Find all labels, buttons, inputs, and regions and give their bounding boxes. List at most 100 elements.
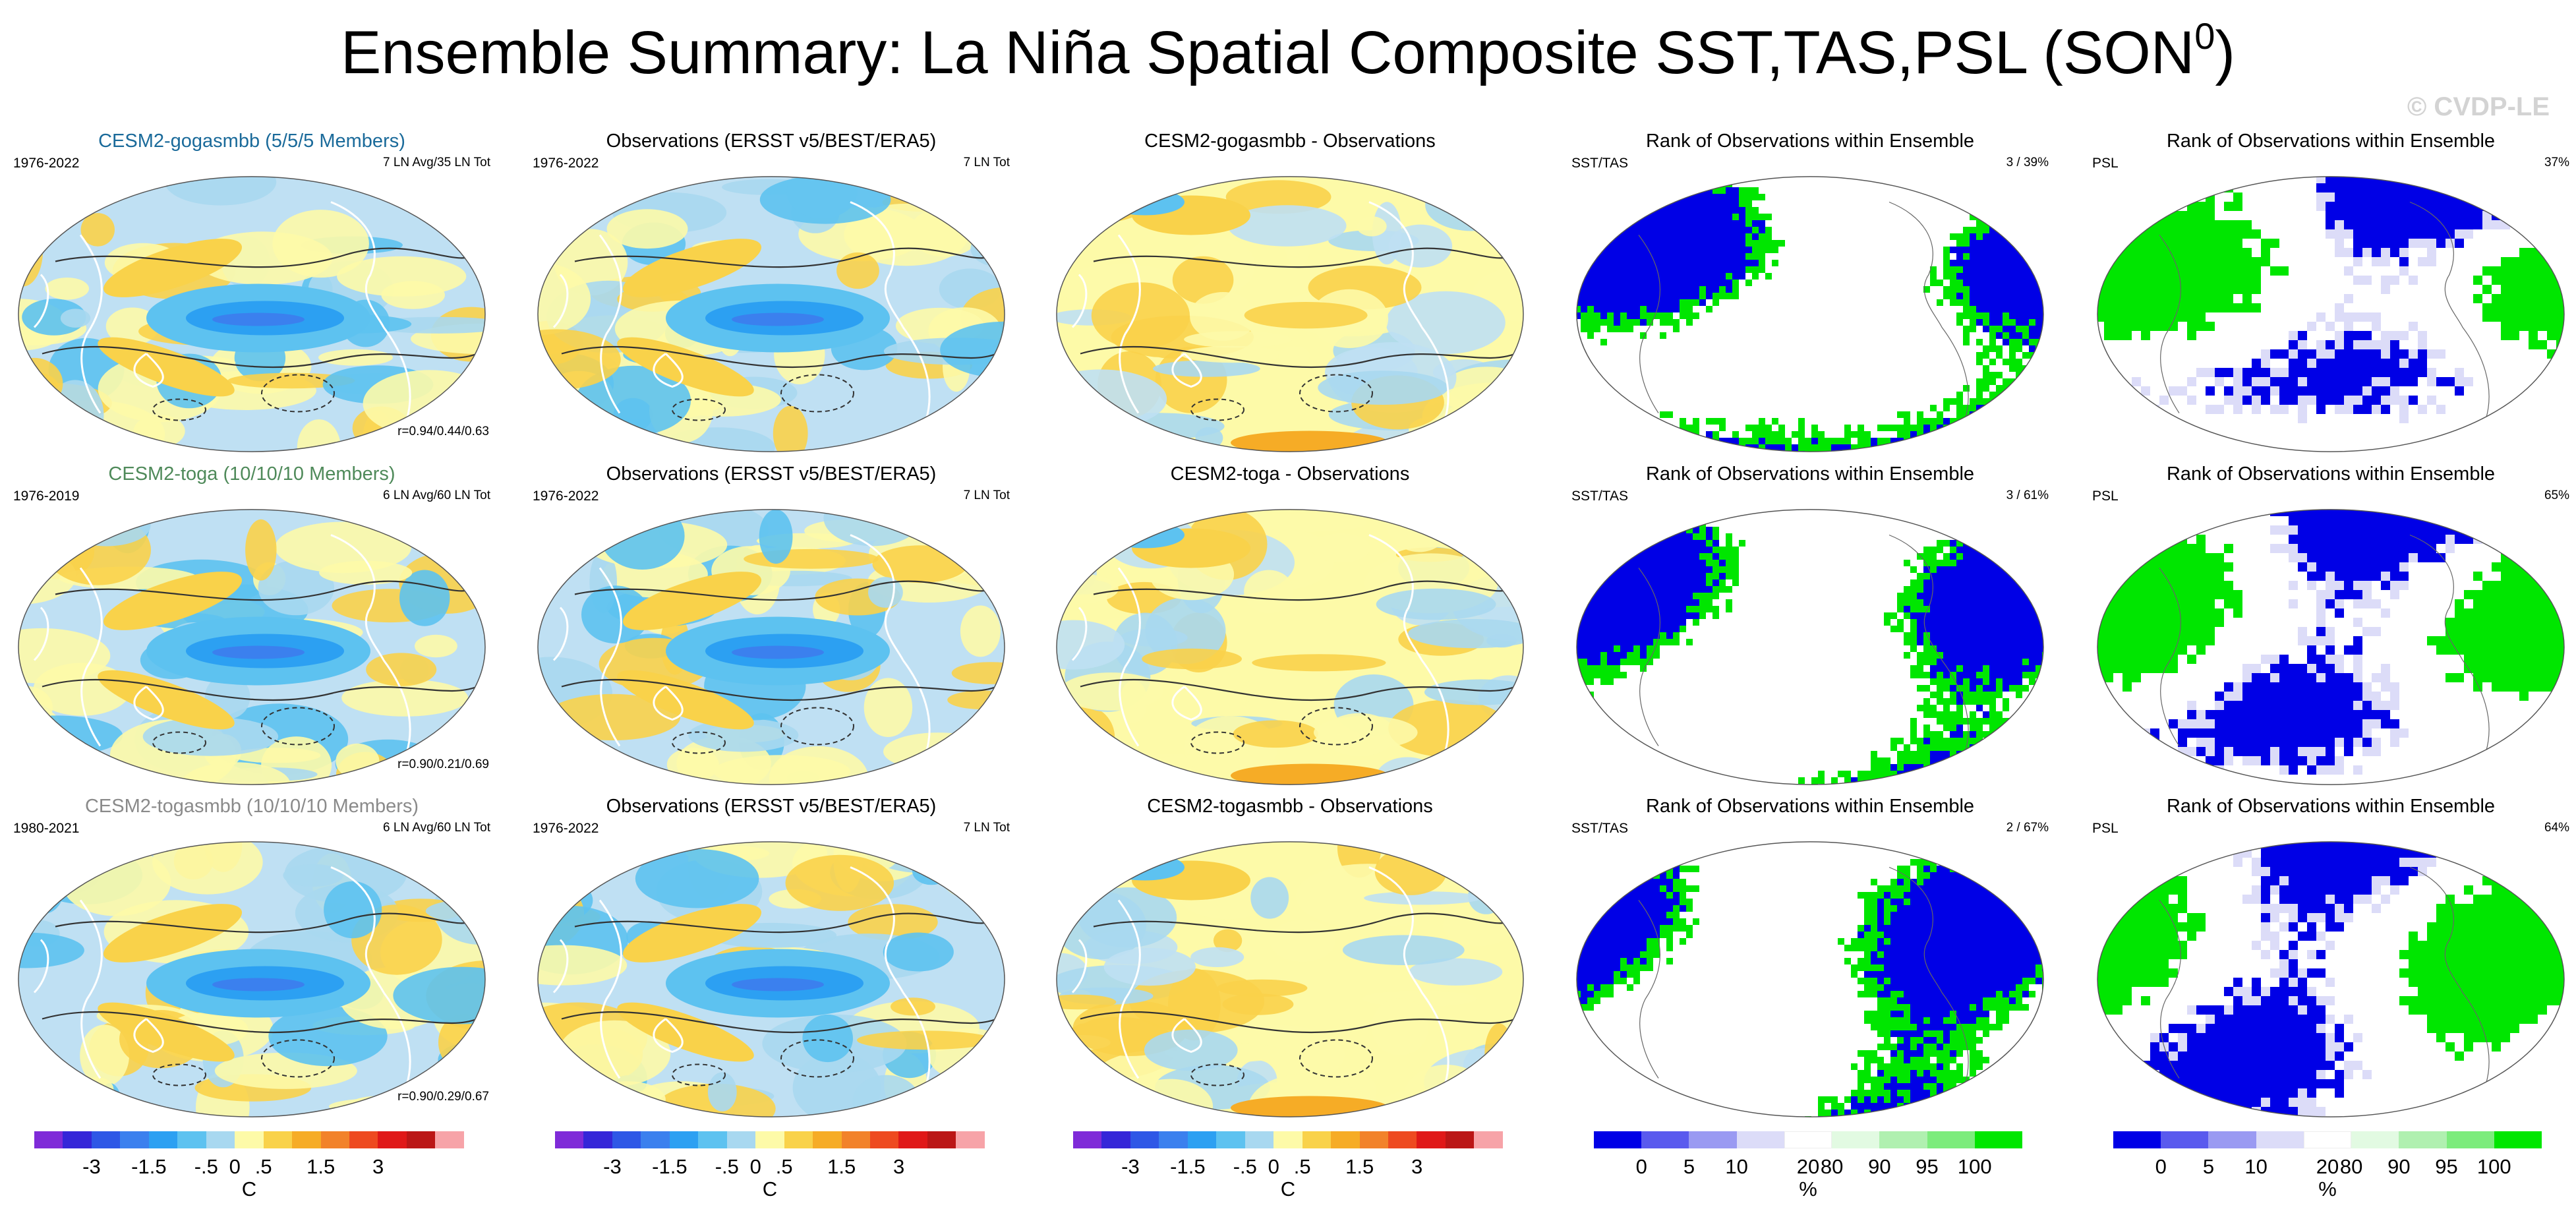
colorbar-tick-label: 20 xyxy=(2316,1155,2339,1178)
anomaly-region xyxy=(956,518,1005,571)
globe-outline xyxy=(18,176,486,452)
anomaly-region xyxy=(258,560,334,616)
colorbar-swatch xyxy=(1594,1131,1642,1148)
globe-map xyxy=(1576,841,2044,1117)
anomaly-region xyxy=(1056,189,1144,211)
colorbar-swatch xyxy=(1359,1131,1388,1148)
colorbar-swatch xyxy=(292,1131,321,1148)
rank-percent-label: 65% xyxy=(2544,489,2569,502)
coastline xyxy=(1117,234,1141,414)
anomaly-region xyxy=(1278,346,1310,365)
colorbar-swatch xyxy=(2399,1131,2447,1148)
coastline xyxy=(33,607,49,661)
colorbar-swatch xyxy=(2256,1131,2304,1148)
coastline xyxy=(2159,568,2181,746)
anomaly-region xyxy=(1426,509,1523,529)
colorbar-swatch xyxy=(956,1131,985,1148)
coastline xyxy=(1638,235,1660,413)
colorbar-tick-label: 0 xyxy=(1268,1155,1279,1178)
globe-map xyxy=(18,176,486,452)
coastline xyxy=(1420,992,1449,1085)
colorbar-unit-label: % xyxy=(2318,1177,2337,1200)
colorbar-swatch xyxy=(1302,1131,1332,1148)
anomaly-region xyxy=(1217,979,1308,997)
anomaly-region xyxy=(319,560,413,585)
colorbar-tick-label: 95 xyxy=(1916,1155,1939,1178)
anomaly-region xyxy=(18,514,49,555)
colorbar-swatch xyxy=(927,1131,956,1148)
panel-title: CESM2-togasmbb - Observations xyxy=(1147,796,1433,817)
globe-map xyxy=(1056,509,1524,785)
panel-rank-psl-row3: Rank of Observations within Ensemble PSL 6… xyxy=(2087,796,2575,1129)
anomaly-region xyxy=(635,848,759,908)
colorbar-swatch xyxy=(1927,1131,1975,1148)
colorbar-tick-label: -1.5 xyxy=(131,1155,167,1178)
colorbar-swatch xyxy=(1445,1131,1475,1148)
coastline xyxy=(1638,900,1660,1079)
colorbar-swatch xyxy=(583,1131,612,1148)
colorbar-swatch xyxy=(869,1131,899,1148)
anomaly-region xyxy=(1477,841,1523,878)
globe-outline xyxy=(18,509,486,785)
psl-contour xyxy=(1080,345,1516,369)
coastline xyxy=(1420,326,1449,420)
main-title: Ensemble Summary: La Niña Spatial Compos… xyxy=(341,15,2235,86)
panel-title: Rank of Observations within Ensemble xyxy=(2166,796,2496,817)
anomaly-region xyxy=(555,512,600,537)
globe-outline xyxy=(537,509,1005,785)
colorbar-swatch xyxy=(1216,1131,1245,1148)
pattern-correlation-label: r=0.90/0.29/0.67 xyxy=(397,1090,489,1104)
anomaly-region xyxy=(54,841,113,858)
panel-obs-row3: Observations (ERSST v5/BEST/ERA5) 1976-20… xyxy=(527,796,1015,1129)
globe-outline xyxy=(1056,509,1524,785)
anomaly-region xyxy=(1056,705,1115,770)
rank-percent-label: 64% xyxy=(2544,821,2569,835)
years-label: 1976-2022 xyxy=(533,489,599,504)
anomaly-region xyxy=(18,628,111,684)
psl-contour xyxy=(1080,1011,1516,1034)
coastline xyxy=(902,659,931,753)
anomaly-region xyxy=(18,736,63,771)
variable-label: SST/TAS xyxy=(1571,821,1628,836)
coastline xyxy=(33,939,49,993)
colorbar-tick-label: -3 xyxy=(1121,1155,1140,1178)
panel-title: CESM2-toga - Observations xyxy=(1170,463,1410,485)
psl-contour xyxy=(561,1011,997,1034)
colorbar-swatch xyxy=(235,1131,264,1148)
coastline xyxy=(1117,567,1141,747)
equatorial-cold-max xyxy=(732,978,824,992)
colorbar-tick-label: 80 xyxy=(2339,1155,2363,1178)
anomaly-region xyxy=(883,932,954,972)
panel-title: Observations (ERSST v5/BEST/ERA5) xyxy=(606,463,937,485)
anomaly-region xyxy=(1103,948,1196,986)
psl-contour-negative xyxy=(1190,1063,1244,1086)
anomaly-region xyxy=(537,329,621,390)
colorbar-tick-label: 100 xyxy=(1957,1155,1992,1178)
colorbar-swatch xyxy=(206,1131,235,1148)
psl-contour-negative xyxy=(672,398,726,421)
anomaly-region xyxy=(1233,720,1318,748)
anomaly-region xyxy=(713,755,850,785)
panel-title: Observations (ERSST v5/BEST/ERA5) xyxy=(606,131,937,152)
colorbar-swatch xyxy=(641,1131,670,1148)
anomaly-region xyxy=(544,509,592,555)
anomaly-region xyxy=(401,751,472,784)
psl-contour xyxy=(1080,678,1516,701)
warm-horseshoe-south xyxy=(98,337,235,397)
anomaly-region xyxy=(165,176,277,206)
psl-contour xyxy=(42,678,478,701)
warm-horseshoe-south xyxy=(617,337,754,397)
anomaly-region xyxy=(1250,877,1289,919)
panel-title: Rank of Observations within Ensemble xyxy=(1645,796,1975,817)
colorbar-swatch xyxy=(813,1131,842,1148)
colorbar-tick-label: 0 xyxy=(1635,1155,1647,1178)
variable-label: SST/TAS xyxy=(1571,156,1628,171)
colorbar-tick-label: 1.5 xyxy=(827,1155,856,1178)
colorbar-swatch xyxy=(2113,1131,2161,1148)
panel-rank-psl-row2: Rank of Observations within Ensemble PSL 6… xyxy=(2087,463,2575,796)
coastline xyxy=(2409,534,2490,753)
anomaly-region xyxy=(363,509,479,527)
warm-horseshoe-south xyxy=(98,1002,235,1062)
psl-contour-negative xyxy=(152,1063,206,1086)
panel-title: CESM2-gogasmbb (5/5/5 Members) xyxy=(98,131,405,152)
